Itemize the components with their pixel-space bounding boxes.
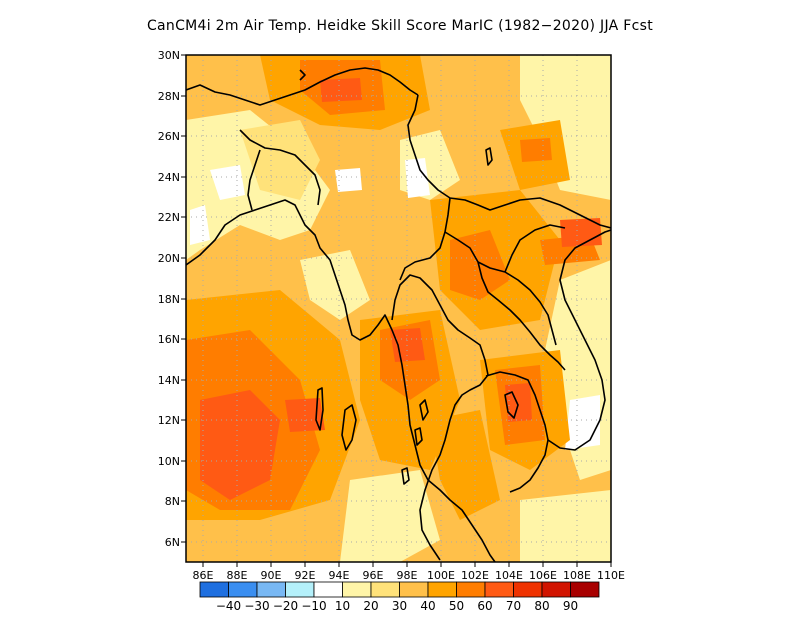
lon-label: 88E [227, 569, 248, 582]
lat-label: 22N [158, 211, 180, 224]
colorbar [199, 581, 600, 598]
coastlines [186, 67, 611, 562]
lat-label: 12N [158, 414, 180, 427]
lat-label: 24N [158, 171, 180, 184]
colorbar-swatch [342, 581, 372, 598]
graticule [186, 55, 611, 562]
lon-label: 108E [563, 569, 591, 582]
lon-label: 94E [329, 569, 350, 582]
colorbar-label: 70 [506, 599, 521, 613]
colorbar-label: 10 [335, 599, 350, 613]
lon-label: 92E [295, 569, 316, 582]
lon-label: 102E [461, 569, 489, 582]
colorbar-label: −20 [273, 599, 298, 613]
lon-label: 100E [427, 569, 455, 582]
colorbar-swatch [313, 581, 343, 598]
lat-label: 28N [158, 90, 180, 103]
lon-label: 98E [397, 569, 418, 582]
lat-label: 6N [165, 536, 180, 549]
lon-label: 90E [261, 569, 282, 582]
colorbar-label: 40 [420, 599, 435, 613]
lat-label: 30N [158, 49, 180, 62]
map-frame [185, 54, 612, 563]
lat-label: 8N [165, 495, 180, 508]
colorbar-swatch [256, 581, 286, 598]
colorbar-swatch [484, 581, 514, 598]
colorbar-swatch [427, 581, 457, 598]
colorbar-swatch [370, 581, 400, 598]
lat-label: 26N [158, 130, 180, 143]
colorbar-label: 90 [563, 599, 578, 613]
colorbar-swatch [228, 581, 258, 598]
colorbar-swatch [285, 581, 315, 598]
colorbar-label: 50 [449, 599, 464, 613]
axis-ticks [181, 54, 612, 567]
colorbar-labels: −40 −30 −20 −10 10 20 30 40 50 60 70 80 90 [216, 599, 578, 613]
lon-label: 104E [495, 569, 523, 582]
colorbar-label: −40 [216, 599, 241, 613]
lon-label: 110E [597, 569, 625, 582]
lon-label: 86E [193, 569, 214, 582]
colorbar-swatch [513, 581, 543, 598]
colorbar-label: 60 [477, 599, 492, 613]
colorbar-label: −10 [301, 599, 326, 613]
colorbar-swatch [570, 581, 600, 598]
colorbar-swatch [199, 581, 229, 598]
lat-label: 10N [158, 455, 180, 468]
lat-label: 18N [158, 293, 180, 306]
lat-label: 14N [158, 374, 180, 387]
lat-label: 16N [158, 333, 180, 346]
colorbar-label: 30 [392, 599, 407, 613]
colorbar-swatch [456, 581, 486, 598]
colorbar-label: −30 [244, 599, 269, 613]
colorbar-swatch [399, 581, 429, 598]
colorbar-swatch [541, 581, 571, 598]
lon-label: 96E [363, 569, 384, 582]
lat-label: 20N [158, 252, 180, 265]
colorbar-label: 20 [363, 599, 378, 613]
longitude-labels: 86E 88E 90E 92E 94E 96E 98E 100E 102E 10… [193, 569, 625, 582]
latitude-labels: 6N 8N 10N 12N 14N 16N 18N 20N 22N 24N 26… [158, 49, 180, 549]
colorbar-label: 80 [534, 599, 549, 613]
map-title: CanCM4i 2m Air Temp. Heidke Skill Score … [146, 18, 654, 34]
lon-label: 106E [529, 569, 557, 582]
skill-field [186, 55, 611, 562]
